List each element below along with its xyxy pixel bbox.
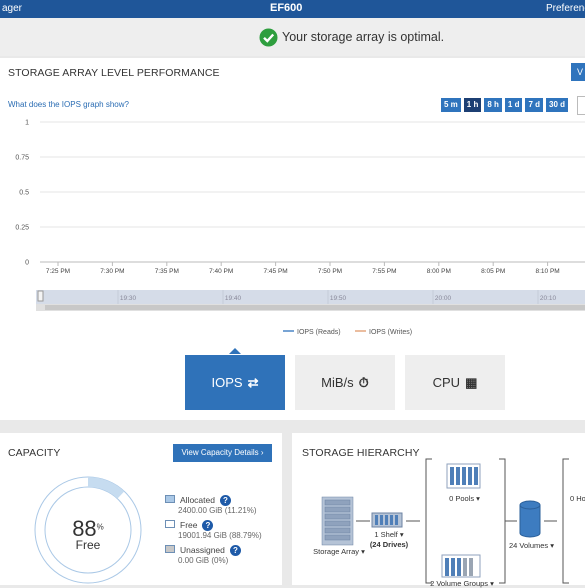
y-tick-label: 1 (25, 120, 29, 127)
x-tick-label: 7:30 PM (100, 268, 124, 275)
range-button[interactable]: 1 h (463, 98, 482, 112)
help-link[interactable]: What does the IOPS graph show? (8, 100, 129, 109)
y-tick-label: 0.5 (19, 190, 29, 197)
navigator-label: 20:10 (540, 295, 557, 302)
legend-swatch (165, 495, 175, 503)
x-tick-label: 7:35 PM (155, 268, 179, 275)
range-button[interactable]: 8 h (484, 98, 502, 112)
y-tick-label: 0 (25, 260, 29, 267)
shelf-menu[interactable]: 1 Shelf ▾ (374, 530, 404, 539)
legend-detail: 19001.94 GiB (88.79%) (178, 531, 262, 540)
navigator-label: 19:50 (330, 295, 347, 302)
array-name: EF600 (270, 2, 303, 14)
capacity-donut (34, 476, 142, 584)
capacity-panel: CAPACITY View Capacity Details › 88% Fre… (0, 433, 282, 585)
legend-label: Free (180, 520, 198, 530)
help-icon[interactable]: ? (219, 495, 231, 506)
metric-icon: ⏱ (358, 375, 369, 390)
metric-label: CPU (432, 375, 461, 390)
percent-sign: % (96, 522, 104, 532)
donut-label: 88% Free (50, 516, 126, 552)
hierarchy-diagram (321, 458, 569, 584)
y-tick-label: 0.25 (15, 225, 29, 232)
allocated-arc (87, 477, 125, 499)
panel-title: STORAGE HIERARCHY (302, 447, 420, 459)
metric-button[interactable]: IOPS ⇄ (185, 348, 285, 410)
metric-icon: ▦ (465, 375, 478, 390)
chart: 0 0.25 0.5 0.75 1 7:25 PM 7:30 PM 7:35 PM 7:40 P… (15, 120, 585, 336)
pools-menu[interactable]: 0 Pools ▾ (449, 494, 480, 503)
x-tick-label: 7:25 PM (46, 268, 70, 275)
x-tick-label: 7:55 PM (372, 268, 396, 275)
x-tick-label: 7:45 PM (263, 268, 287, 275)
volume-groups-menu[interactable]: 2 Volume Groups ▾ (430, 579, 494, 588)
range-button[interactable]: 5 m (441, 98, 461, 112)
metric-icon: ⇄ (247, 375, 259, 390)
legend-label[interactable]: IOPS (Writes) (369, 329, 412, 336)
navigator-label: 19:30 (120, 295, 137, 302)
navigator (36, 290, 585, 304)
range-picker[interactable] (577, 96, 585, 115)
top-bar: ager EF600 Preferenc (0, 0, 585, 18)
capacity-button[interactable]: View Capacity Details › (173, 444, 272, 462)
legend-label: Unassigned (180, 545, 225, 555)
range-button[interactable]: 7 d (525, 98, 544, 112)
volumes-menu[interactable]: 24 Volumes ▾ (508, 541, 555, 550)
scrollbar-thumb (45, 305, 585, 310)
legend-swatch (165, 545, 175, 553)
navigator-handle (37, 290, 44, 302)
preferences[interactable]: Preferenc (546, 3, 585, 14)
metric-button[interactable]: CPU ▦ (405, 355, 505, 410)
metric-buttons: IOPS ⇄ MiB/s ⏱ CPU ▦ (185, 348, 505, 410)
help-icon[interactable]: ? (229, 545, 241, 556)
app-name: ager (2, 3, 23, 14)
metric-label: MiB/s (321, 375, 354, 390)
range-button[interactable]: 30 d (546, 98, 569, 112)
hosts-menu[interactable]: 0 Ho (570, 494, 585, 503)
y-tick-label: 0.75 (15, 155, 29, 162)
hierarchy-panel: STORAGE HIERARCHY Storage Array ▾ 1 Shel… (292, 433, 585, 588)
ok-icon (259, 28, 278, 47)
x-tick-label: 8:05 PM (481, 268, 505, 275)
view-button[interactable]: V (571, 63, 585, 81)
help-icon[interactable]: ? (202, 520, 214, 531)
performance-panel: STORAGE ARRAY LEVEL PERFORMANCE V What d… (0, 58, 585, 420)
x-tick-label: 7:50 PM (318, 268, 342, 275)
x-tick-label: 7:40 PM (209, 268, 233, 275)
panel-title: STORAGE ARRAY LEVEL PERFORMANCE (8, 67, 220, 79)
legend-label[interactable]: IOPS (Reads) (297, 329, 341, 336)
navigator-label: 20:00 (435, 295, 452, 302)
drives-count: (24 Drives) (369, 540, 409, 549)
panel-title: CAPACITY (8, 447, 61, 459)
x-tick-label: 8:00 PM (427, 268, 451, 275)
legend-detail: 0.00 GiB (0%) (178, 556, 229, 565)
legend-swatch (165, 520, 175, 528)
legend-item: Unassigned? 0.00 GiB (0%) (165, 545, 275, 565)
metric-label: IOPS (211, 375, 243, 390)
legend-detail: 2400.00 GiB (11.21%) (178, 506, 257, 515)
metric-button[interactable]: MiB/s ⏱ (295, 355, 395, 410)
status-text: Your storage array is optimal. (282, 30, 445, 44)
navigator-label: 19:40 (225, 295, 242, 302)
free-label: Free (75, 538, 101, 552)
free-percent: 88 (72, 516, 97, 541)
range-button[interactable]: 1 d (504, 98, 523, 112)
legend-item: Free? 19001.94 GiB (88.79%) (165, 520, 275, 540)
legend-item: Allocated? 2400.00 GiB (11.21%) (165, 495, 275, 515)
legend-label: Allocated (180, 495, 215, 505)
x-tick-label: 8:10 PM (535, 268, 559, 275)
active-pointer (229, 348, 241, 354)
status-bar: Your storage array is optimal. (0, 18, 585, 56)
storage-array-menu[interactable]: Storage Array ▾ (313, 547, 365, 556)
